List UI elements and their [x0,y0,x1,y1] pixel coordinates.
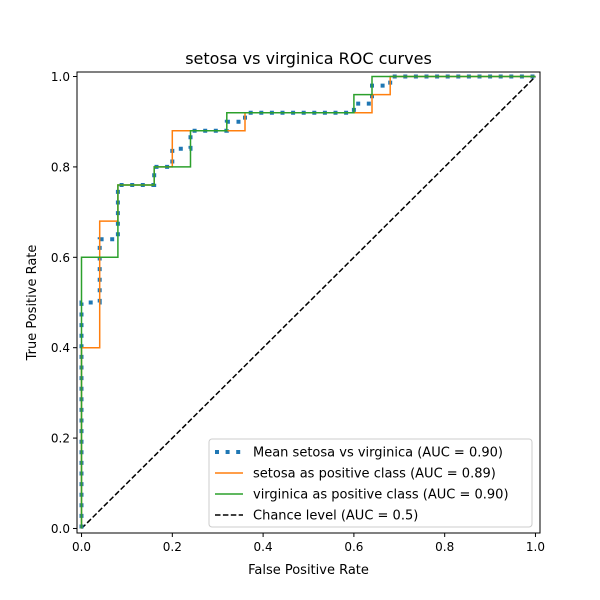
y-tick-label: 1.0 [51,70,70,84]
x-tick-label: 0.8 [435,540,454,554]
x-tick-label: 1.0 [526,540,545,554]
series-line-3 [80,75,537,530]
x-tick-label: 0.0 [72,540,91,554]
legend-entry: Chance level (AUC = 0.5) [253,509,418,524]
x-tick-label: 0.6 [344,540,363,554]
series-line-2 [80,75,536,529]
x-axis-label: False Positive Rate [248,563,369,578]
y-tick-label: 0.8 [51,160,70,174]
legend-entry: virginica as positive class (AUC = 0.90) [253,488,509,503]
y-tick-label: 0.0 [51,522,70,536]
y-axis-label: True Positive Rate [25,245,40,362]
y-tick-label: 0.2 [51,432,70,446]
legend-entry: Mean setosa vs virginica (AUC = 0.90) [253,446,503,461]
legend: Mean setosa vs virginica (AUC = 0.90) set… [208,438,533,528]
y-tick-label: 0.6 [51,251,70,265]
plot-frame [76,71,541,534]
x-tick-label: 0.4 [254,540,273,554]
chart-title: setosa vs virginica ROC curves [185,49,432,68]
legend-entry: setosa as positive class (AUC = 0.89) [253,467,496,482]
legend-box [208,438,533,528]
x-tick-label: 0.2 [163,540,182,554]
y-tick-label: 0.4 [51,341,70,355]
